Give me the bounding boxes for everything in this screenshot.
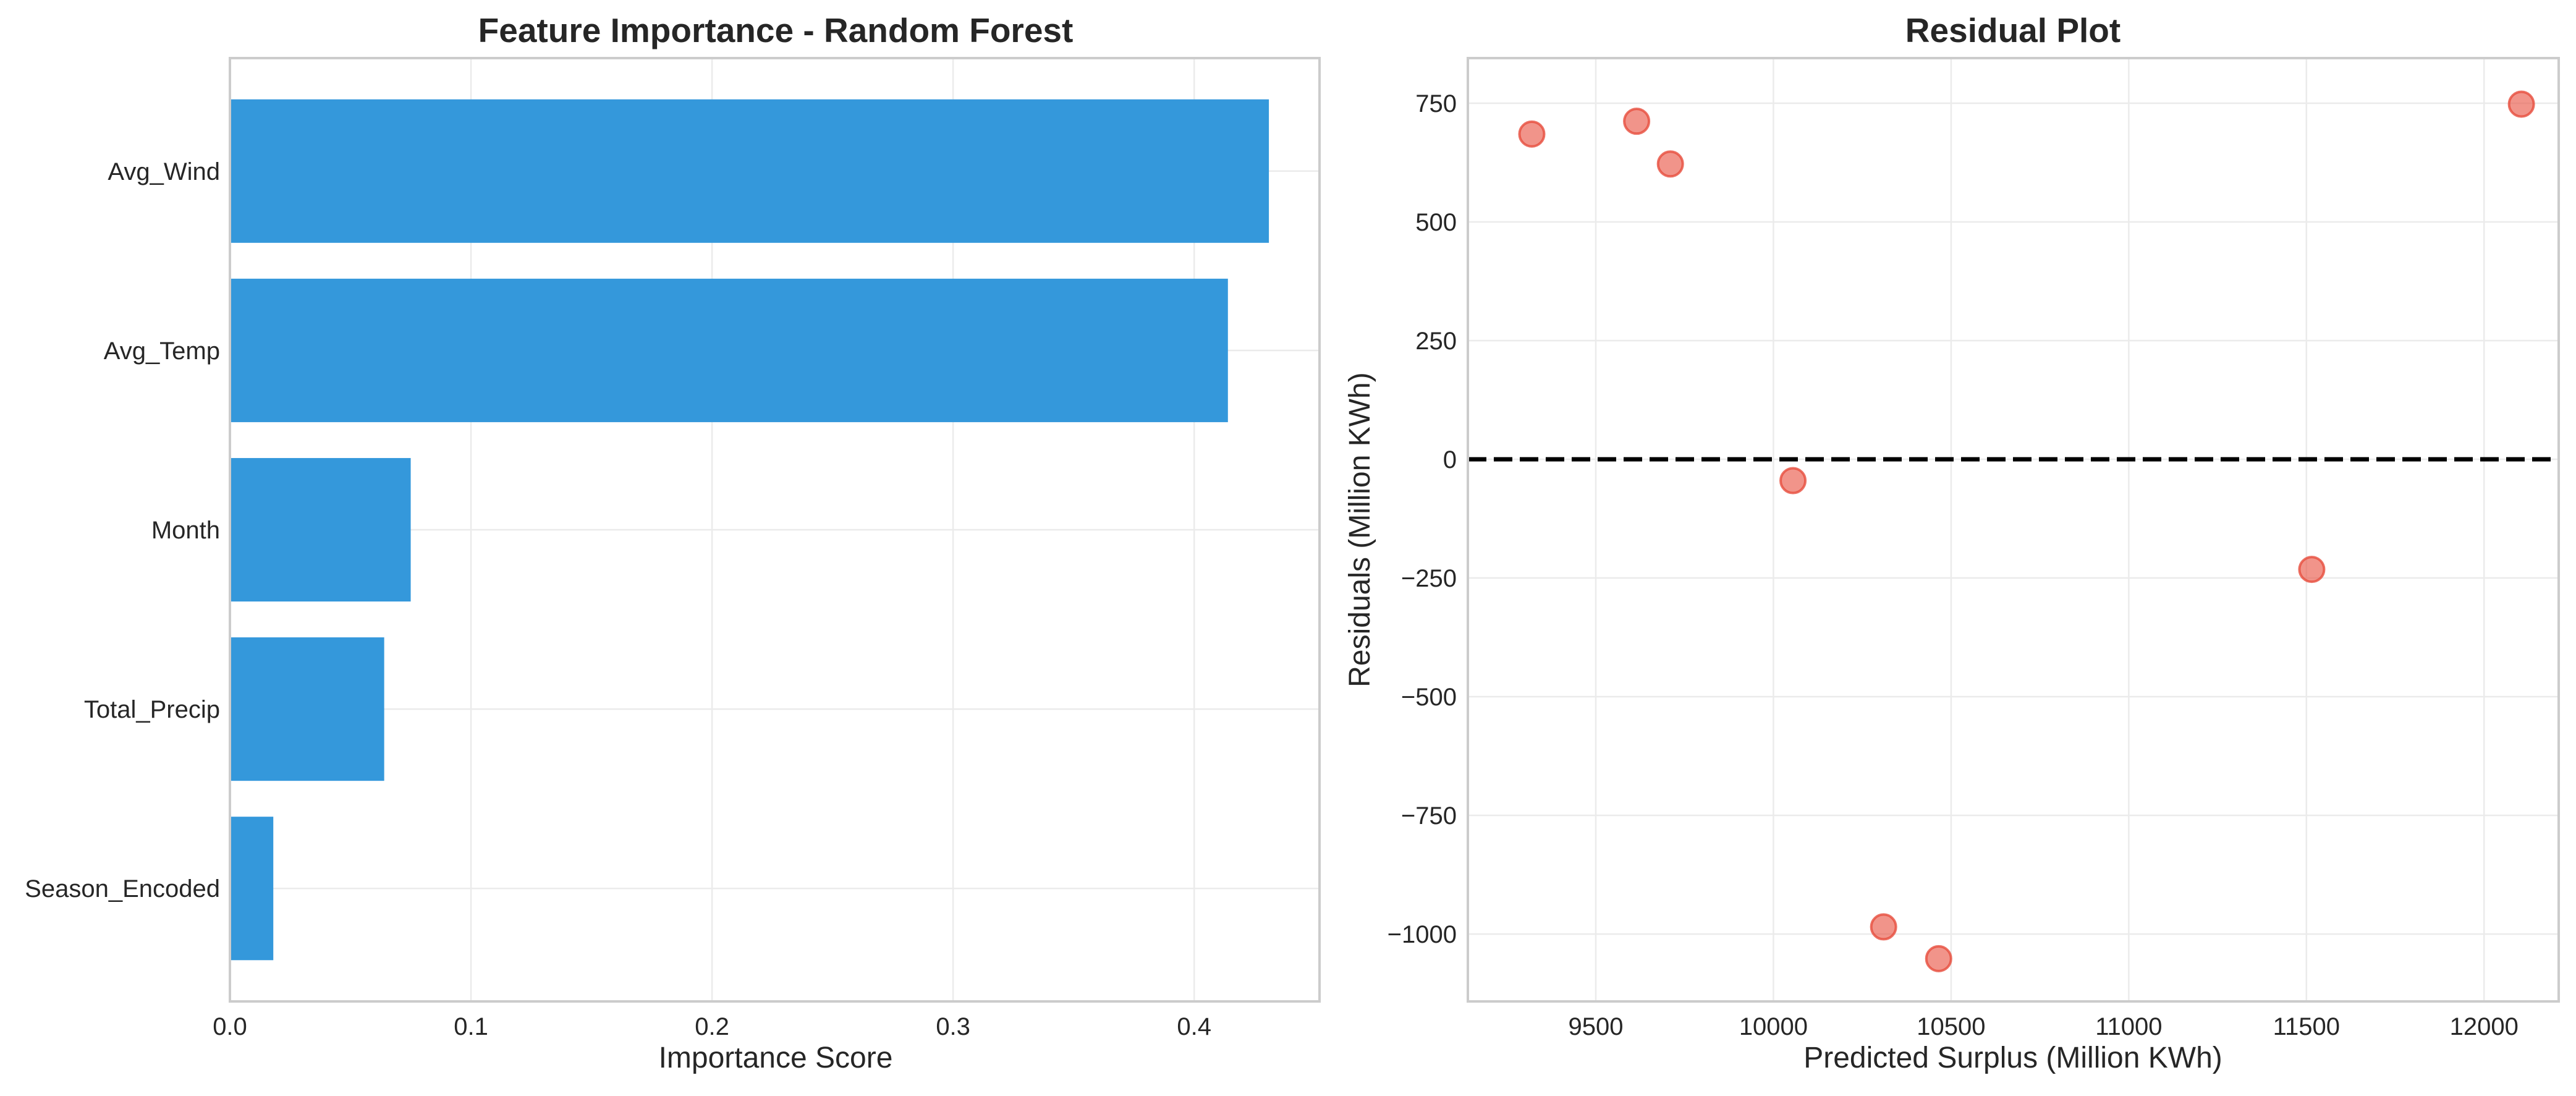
scatter-point [1925,945,1952,972]
bar [230,278,1228,422]
y-tick-label: 250 [1415,328,1457,355]
x-axis-label: Importance Score [659,1042,893,1074]
x-tick-labels: 9500 10000 10500 11000 11500 12000 [1568,1013,2518,1040]
chart-title: Residual Plot [1905,11,2121,49]
plot-frame [229,57,1321,1003]
bar [230,637,384,781]
bar [230,457,411,602]
x-tick-label: 9500 [1568,1013,1623,1040]
y-tick-label: 0 [1443,446,1457,474]
x-tick-label: 0.3 [936,1013,970,1040]
x-tick-label: 11000 [2095,1013,2162,1040]
scatter-point [1623,108,1651,135]
plot-frame [1467,57,2560,1003]
grid-lines [1468,58,2559,1001]
scatter-point [2507,90,2535,118]
y-tick-label: −750 [1401,802,1457,830]
y-tick-label: 750 [1415,90,1457,117]
x-tick-label: 0.2 [695,1013,729,1040]
x-tick-label: 10500 [1917,1013,1985,1040]
y-tick-label: Avg_Wind [108,158,220,185]
chart-title: Feature Importance - Random Forest [478,11,1074,49]
bar [230,817,274,961]
x-tick-label: 11500 [2273,1013,2340,1040]
x-tick-labels: 0.0 0.1 0.2 0.3 0.4 [213,1013,1211,1040]
residual-plot-chart: Residual Plot 750 500 250 0 −250 −500 −750 −100… [1344,11,2560,1074]
bar [230,99,1269,243]
x-axis-label: Predicted Surplus (Million KWh) [1803,1042,2222,1074]
y-tick-label: −1000 [1388,921,1457,948]
scatter-point [1779,467,1807,495]
scatter-series [1518,90,2535,972]
scatter-point [1656,150,1684,178]
y-tick-label: 500 [1415,209,1457,236]
y-tick-label: Season_Encoded [25,875,220,903]
bar-series [230,99,1269,961]
scatter-point [1870,913,1897,941]
feature-importance-chart: Feature Importance - Random Forest Avg_W… [25,11,1321,1074]
x-tick-label: 0.1 [454,1013,488,1040]
y-tick-labels: Avg_Wind Avg_Temp Month Total_Precip Season_… [25,158,220,903]
y-tick-labels: 750 500 250 0 −250 −500 −750 −1000 [1388,90,1457,948]
y-tick-label: Month [151,517,220,544]
y-tick-label: −500 [1401,684,1457,711]
y-tick-label: Total_Precip [84,696,220,723]
scatter-point [2298,556,2326,584]
x-tick-label: 0.4 [1177,1013,1211,1040]
x-tick-label: 10000 [1739,1013,1808,1040]
y-tick-label: Avg_Temp [104,338,220,365]
y-tick-label: −250 [1401,565,1457,592]
x-tick-label: 0.0 [213,1013,247,1040]
scatter-point [1518,120,1546,148]
x-tick-label: 12000 [2450,1013,2519,1040]
y-axis-label: Residuals (Million KWh) [1344,372,1376,687]
